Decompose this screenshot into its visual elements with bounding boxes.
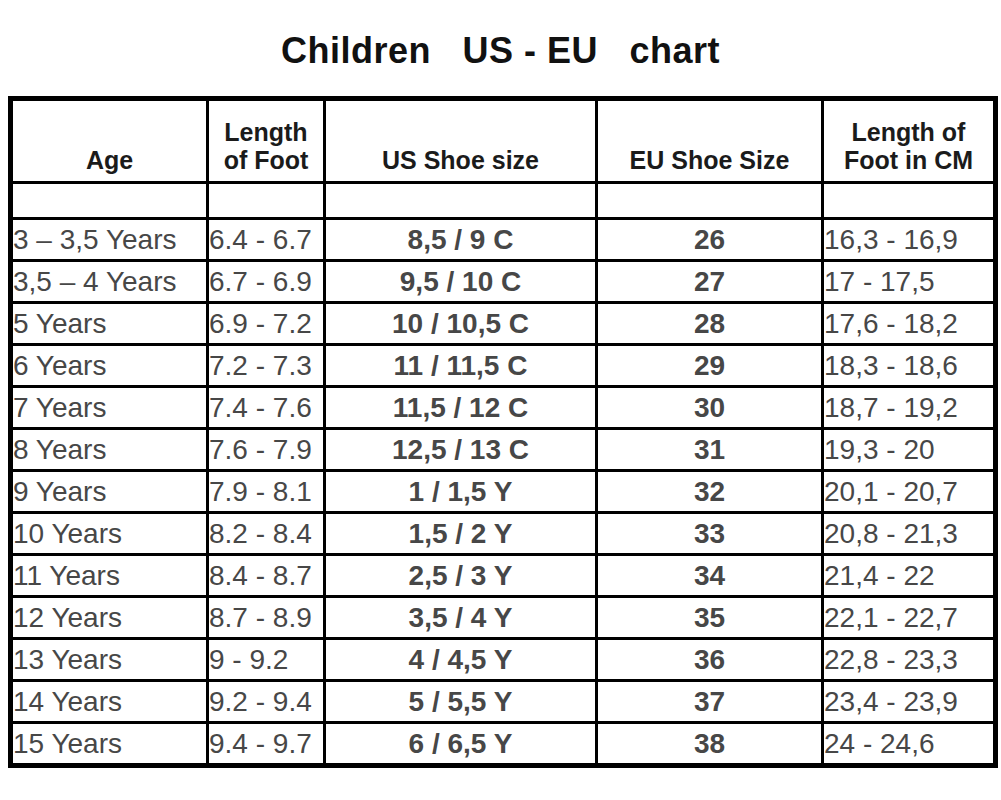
us-size-cell: 1,5 / 2 Y bbox=[325, 513, 597, 555]
spacer-cell bbox=[208, 183, 325, 219]
table-row: 5 Years6.9 - 7.210 / 10,5 C2817,6 - 18,2 bbox=[11, 303, 996, 345]
age-cell: 10 Years bbox=[11, 513, 208, 555]
size-conversion-table: AgeLength of FootUS Shoe sizeEU Shoe Siz… bbox=[8, 96, 998, 768]
us-size-cell: 12,5 / 13 C bbox=[325, 429, 597, 471]
us-size-cell: 5 / 5,5 Y bbox=[325, 681, 597, 723]
eu-size-cell: 36 bbox=[597, 639, 823, 681]
table-row: 14 Years9.2 - 9.45 / 5,5 Y3723,4 - 23,9 bbox=[11, 681, 996, 723]
us-size-cell: 11,5 / 12 C bbox=[325, 387, 597, 429]
column-header-age: Age bbox=[11, 99, 208, 183]
foot-length-cell: 6.7 - 6.9 bbox=[208, 261, 325, 303]
table-row: 3,5 – 4 Years6.7 - 6.99,5 / 10 C2717 - 1… bbox=[11, 261, 996, 303]
eu-size-cell: 35 bbox=[597, 597, 823, 639]
table-row: 13 Years9 - 9.24 / 4,5 Y3622,8 - 23,3 bbox=[11, 639, 996, 681]
age-cell: 14 Years bbox=[11, 681, 208, 723]
table-row: 8 Years7.6 - 7.912,5 / 13 C3119,3 - 20 bbox=[11, 429, 996, 471]
eu-size-cell: 31 bbox=[597, 429, 823, 471]
table-body: 3 – 3,5 Years6.4 - 6.78,5 / 9 C2616,3 - … bbox=[11, 183, 996, 766]
eu-size-cell: 38 bbox=[597, 723, 823, 766]
cm-length-cell: 21,4 - 22 bbox=[823, 555, 996, 597]
foot-length-cell: 8.4 - 8.7 bbox=[208, 555, 325, 597]
eu-size-cell: 33 bbox=[597, 513, 823, 555]
cm-length-cell: 16,3 - 16,9 bbox=[823, 219, 996, 261]
foot-length-cell: 9.2 - 9.4 bbox=[208, 681, 325, 723]
table-row: 10 Years8.2 - 8.41,5 / 2 Y3320,8 - 21,3 bbox=[11, 513, 996, 555]
us-size-cell: 4 / 4,5 Y bbox=[325, 639, 597, 681]
cm-length-cell: 20,1 - 20,7 bbox=[823, 471, 996, 513]
us-size-cell: 10 / 10,5 C bbox=[325, 303, 597, 345]
table-row: 12 Years8.7 - 8.93,5 / 4 Y3522,1 - 22,7 bbox=[11, 597, 996, 639]
age-cell: 8 Years bbox=[11, 429, 208, 471]
eu-size-cell: 26 bbox=[597, 219, 823, 261]
age-cell: 3 – 3,5 Years bbox=[11, 219, 208, 261]
age-cell: 3,5 – 4 Years bbox=[11, 261, 208, 303]
age-cell: 12 Years bbox=[11, 597, 208, 639]
age-cell: 15 Years bbox=[11, 723, 208, 766]
cm-length-cell: 18,3 - 18,6 bbox=[823, 345, 996, 387]
eu-size-cell: 37 bbox=[597, 681, 823, 723]
spacer-cell bbox=[325, 183, 597, 219]
foot-length-cell: 8.7 - 8.9 bbox=[208, 597, 325, 639]
cm-length-cell: 20,8 - 21,3 bbox=[823, 513, 996, 555]
age-cell: 9 Years bbox=[11, 471, 208, 513]
spacer-cell bbox=[823, 183, 996, 219]
spacer-cell bbox=[11, 183, 208, 219]
foot-length-cell: 9 - 9.2 bbox=[208, 639, 325, 681]
cm-length-cell: 17 - 17,5 bbox=[823, 261, 996, 303]
page-title: Children US - EU chart bbox=[0, 0, 1001, 96]
page: Children US - EU chart AgeLength of Foot… bbox=[0, 0, 1001, 800]
us-size-cell: 8,5 / 9 C bbox=[325, 219, 597, 261]
us-size-cell: 9,5 / 10 C bbox=[325, 261, 597, 303]
age-cell: 7 Years bbox=[11, 387, 208, 429]
us-size-cell: 2,5 / 3 Y bbox=[325, 555, 597, 597]
column-header-eu-size: EU Shoe Size bbox=[597, 99, 823, 183]
foot-length-cell: 8.2 - 8.4 bbox=[208, 513, 325, 555]
cm-length-cell: 23,4 - 23,9 bbox=[823, 681, 996, 723]
spacer-row bbox=[11, 183, 996, 219]
age-cell: 13 Years bbox=[11, 639, 208, 681]
eu-size-cell: 30 bbox=[597, 387, 823, 429]
eu-size-cell: 34 bbox=[597, 555, 823, 597]
foot-length-cell: 9.4 - 9.7 bbox=[208, 723, 325, 766]
us-size-cell: 1 / 1,5 Y bbox=[325, 471, 597, 513]
foot-length-cell: 7.2 - 7.3 bbox=[208, 345, 325, 387]
us-size-cell: 11 / 11,5 C bbox=[325, 345, 597, 387]
table-row: 7 Years7.4 - 7.611,5 / 12 C3018,7 - 19,2 bbox=[11, 387, 996, 429]
column-header-cm-length: Length of Foot in CM bbox=[823, 99, 996, 183]
table-row: 11 Years8.4 - 8.72,5 / 3 Y3421,4 - 22 bbox=[11, 555, 996, 597]
age-cell: 6 Years bbox=[11, 345, 208, 387]
table-row: 6 Years7.2 - 7.311 / 11,5 C2918,3 - 18,6 bbox=[11, 345, 996, 387]
column-header-us-size: US Shoe size bbox=[325, 99, 597, 183]
foot-length-cell: 6.9 - 7.2 bbox=[208, 303, 325, 345]
foot-length-cell: 7.6 - 7.9 bbox=[208, 429, 325, 471]
foot-length-cell: 7.4 - 7.6 bbox=[208, 387, 325, 429]
cm-length-cell: 18,7 - 19,2 bbox=[823, 387, 996, 429]
us-size-cell: 6 / 6,5 Y bbox=[325, 723, 597, 766]
column-header-foot-length: Length of Foot bbox=[208, 99, 325, 183]
cm-length-cell: 22,1 - 22,7 bbox=[823, 597, 996, 639]
age-cell: 5 Years bbox=[11, 303, 208, 345]
table-row: 9 Years7.9 - 8.11 / 1,5 Y3220,1 - 20,7 bbox=[11, 471, 996, 513]
us-size-cell: 3,5 / 4 Y bbox=[325, 597, 597, 639]
header-row: AgeLength of FootUS Shoe sizeEU Shoe Siz… bbox=[11, 99, 996, 183]
eu-size-cell: 28 bbox=[597, 303, 823, 345]
eu-size-cell: 32 bbox=[597, 471, 823, 513]
table-row: 3 – 3,5 Years6.4 - 6.78,5 / 9 C2616,3 - … bbox=[11, 219, 996, 261]
cm-length-cell: 22,8 - 23,3 bbox=[823, 639, 996, 681]
table-row: 15 Years9.4 - 9.76 / 6,5 Y3824 - 24,6 bbox=[11, 723, 996, 766]
cm-length-cell: 19,3 - 20 bbox=[823, 429, 996, 471]
eu-size-cell: 27 bbox=[597, 261, 823, 303]
cm-length-cell: 24 - 24,6 bbox=[823, 723, 996, 766]
eu-size-cell: 29 bbox=[597, 345, 823, 387]
foot-length-cell: 6.4 - 6.7 bbox=[208, 219, 325, 261]
cm-length-cell: 17,6 - 18,2 bbox=[823, 303, 996, 345]
age-cell: 11 Years bbox=[11, 555, 208, 597]
spacer-cell bbox=[597, 183, 823, 219]
foot-length-cell: 7.9 - 8.1 bbox=[208, 471, 325, 513]
